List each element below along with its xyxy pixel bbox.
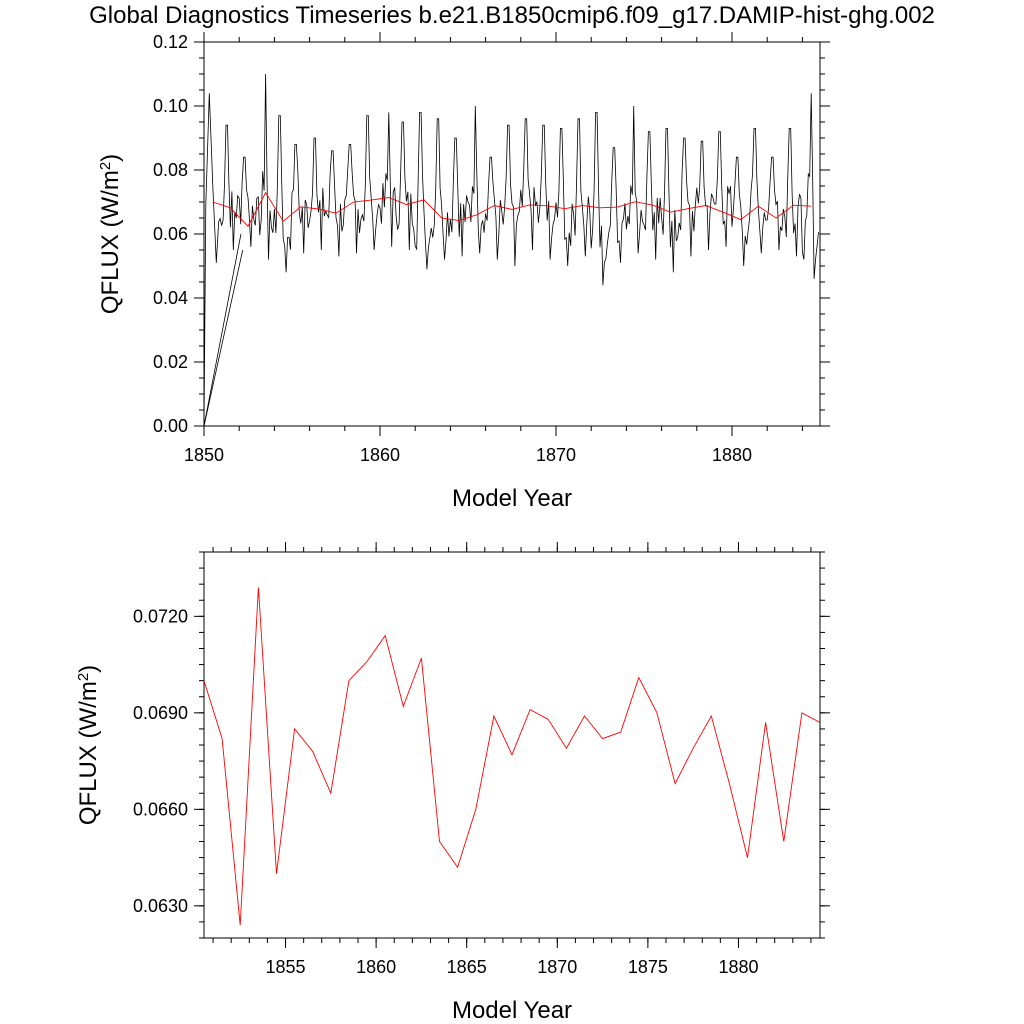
y-tick-label: 0.0660 [133, 799, 188, 819]
x-tick-label: 1860 [356, 957, 396, 977]
monthly-series-ramp [204, 234, 241, 426]
y-tick-label: 0.0720 [133, 606, 188, 626]
y-tick-label: 0.06 [153, 224, 188, 244]
y-tick-label: 0.00 [153, 416, 188, 436]
y-tick-label: 0.08 [153, 160, 188, 180]
y-axis-label: QFLUX (W/m2) [75, 665, 103, 825]
y-tick-label: 0.0690 [133, 703, 188, 723]
y-tick-label: 0.02 [153, 352, 188, 372]
y-tick-label: 0.12 [153, 32, 188, 52]
x-tick-label: 1865 [447, 957, 487, 977]
monthly-series-ramp [204, 250, 243, 426]
x-tick-label: 1875 [628, 957, 668, 977]
x-tick-label: 1870 [537, 957, 577, 977]
x-tick-label: 1880 [712, 445, 752, 465]
x-tick-label: 1855 [266, 957, 306, 977]
y-axis-label: QFLUX (W/m2) [97, 154, 125, 314]
x-axis-label: Model Year [452, 997, 572, 1024]
bottom-plot: 1855 1860 1865 1870 1875 1880 0.0630 0.0660 0.06… [75, 542, 831, 1024]
annual-series-line [204, 587, 820, 925]
figure-canvas: 1850 1860 1870 1880 0.00 0.02 0.04 0.06 0.08 0.10… [0, 0, 1024, 1024]
x-tick-label: 1870 [536, 445, 576, 465]
y-tick-label: 0.0630 [133, 896, 188, 916]
x-tick-label: 1860 [360, 445, 400, 465]
top-plot: 1850 1860 1870 1880 0.00 0.02 0.04 0.06 0.08 0.10… [97, 32, 831, 512]
y-tick-label: 0.04 [153, 288, 188, 308]
y-tick-label: 0.10 [153, 96, 188, 116]
x-tick-label: 1880 [718, 957, 758, 977]
x-axis-label: Model Year [452, 485, 572, 512]
plot-frame [204, 42, 820, 426]
x-tick-label: 1850 [184, 445, 224, 465]
monthly-series-line [204, 74, 819, 426]
plot-frame [204, 552, 820, 938]
